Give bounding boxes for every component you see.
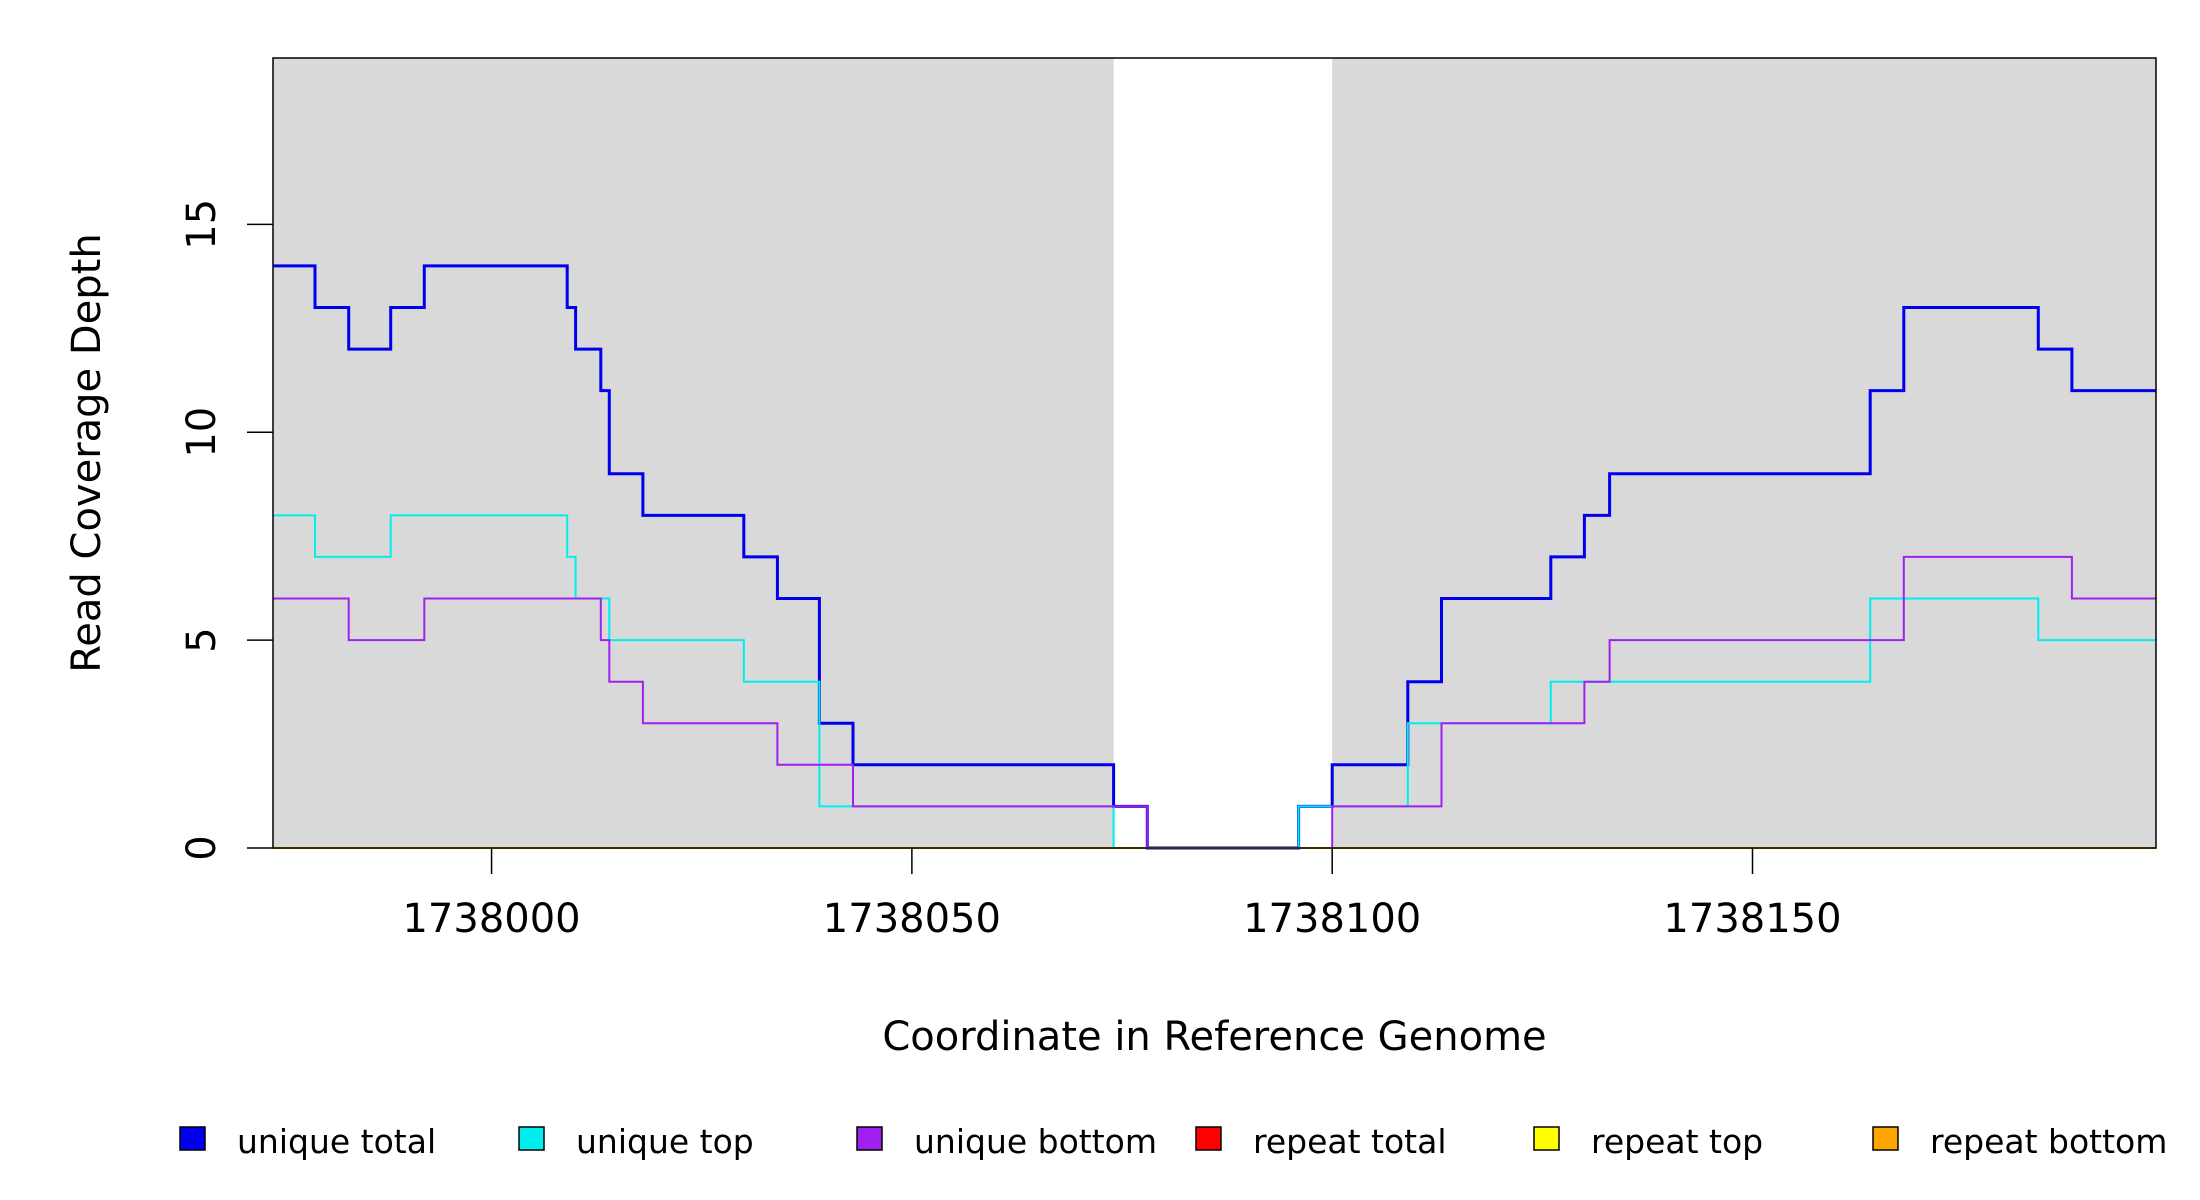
series-line-unique-bottom [273, 555, 2156, 849]
legend-swatch-unique-top [518, 1126, 545, 1151]
shaded-regions [273, 58, 2156, 848]
legend-label-repeat-top: repeat top [1591, 1122, 1763, 1161]
y-tick-label: 15 [179, 199, 225, 250]
shaded-region-0 [273, 58, 1114, 848]
y-tick-label: 5 [179, 627, 225, 652]
legend-label-unique-bottom: unique bottom [914, 1122, 1157, 1161]
legend-swatch-repeat-top [1533, 1126, 1560, 1151]
y-tick-label: 10 [179, 407, 225, 458]
y-axis-title: Read Coverage Depth [64, 233, 110, 672]
legend-label-unique-total: unique total [237, 1122, 436, 1161]
x-axis-title: Coordinate in Reference Genome [882, 1014, 1546, 1060]
legend-swatch-unique-total [179, 1126, 206, 1151]
legend-label-unique-top: unique top [576, 1122, 754, 1161]
x-tick-label: 1738000 [402, 896, 580, 942]
legend: unique total unique top unique bottom repea… [179, 1122, 2167, 1161]
plot-frame [272, 57, 2157, 849]
legend-label-repeat-bottom: repeat bottom [1930, 1122, 2167, 1161]
y-tick-label: 0 [179, 835, 225, 860]
legend-swatch-repeat-bottom [1872, 1126, 1899, 1151]
legend-swatch-unique-bottom [856, 1126, 883, 1151]
axes: 1738000 1738050 1738100 1738150 0 5 10 15 [179, 199, 1842, 942]
x-tick-label: 1738100 [1243, 896, 1421, 942]
shaded-region-1 [1332, 58, 2156, 848]
legend-label-repeat-total: repeat total [1253, 1122, 1447, 1161]
legend-swatch-repeat-total [1195, 1126, 1222, 1151]
x-tick-label: 1738150 [1663, 896, 1841, 942]
x-tick-label: 1738050 [823, 896, 1001, 942]
series-line-unique-total [273, 264, 2156, 850]
